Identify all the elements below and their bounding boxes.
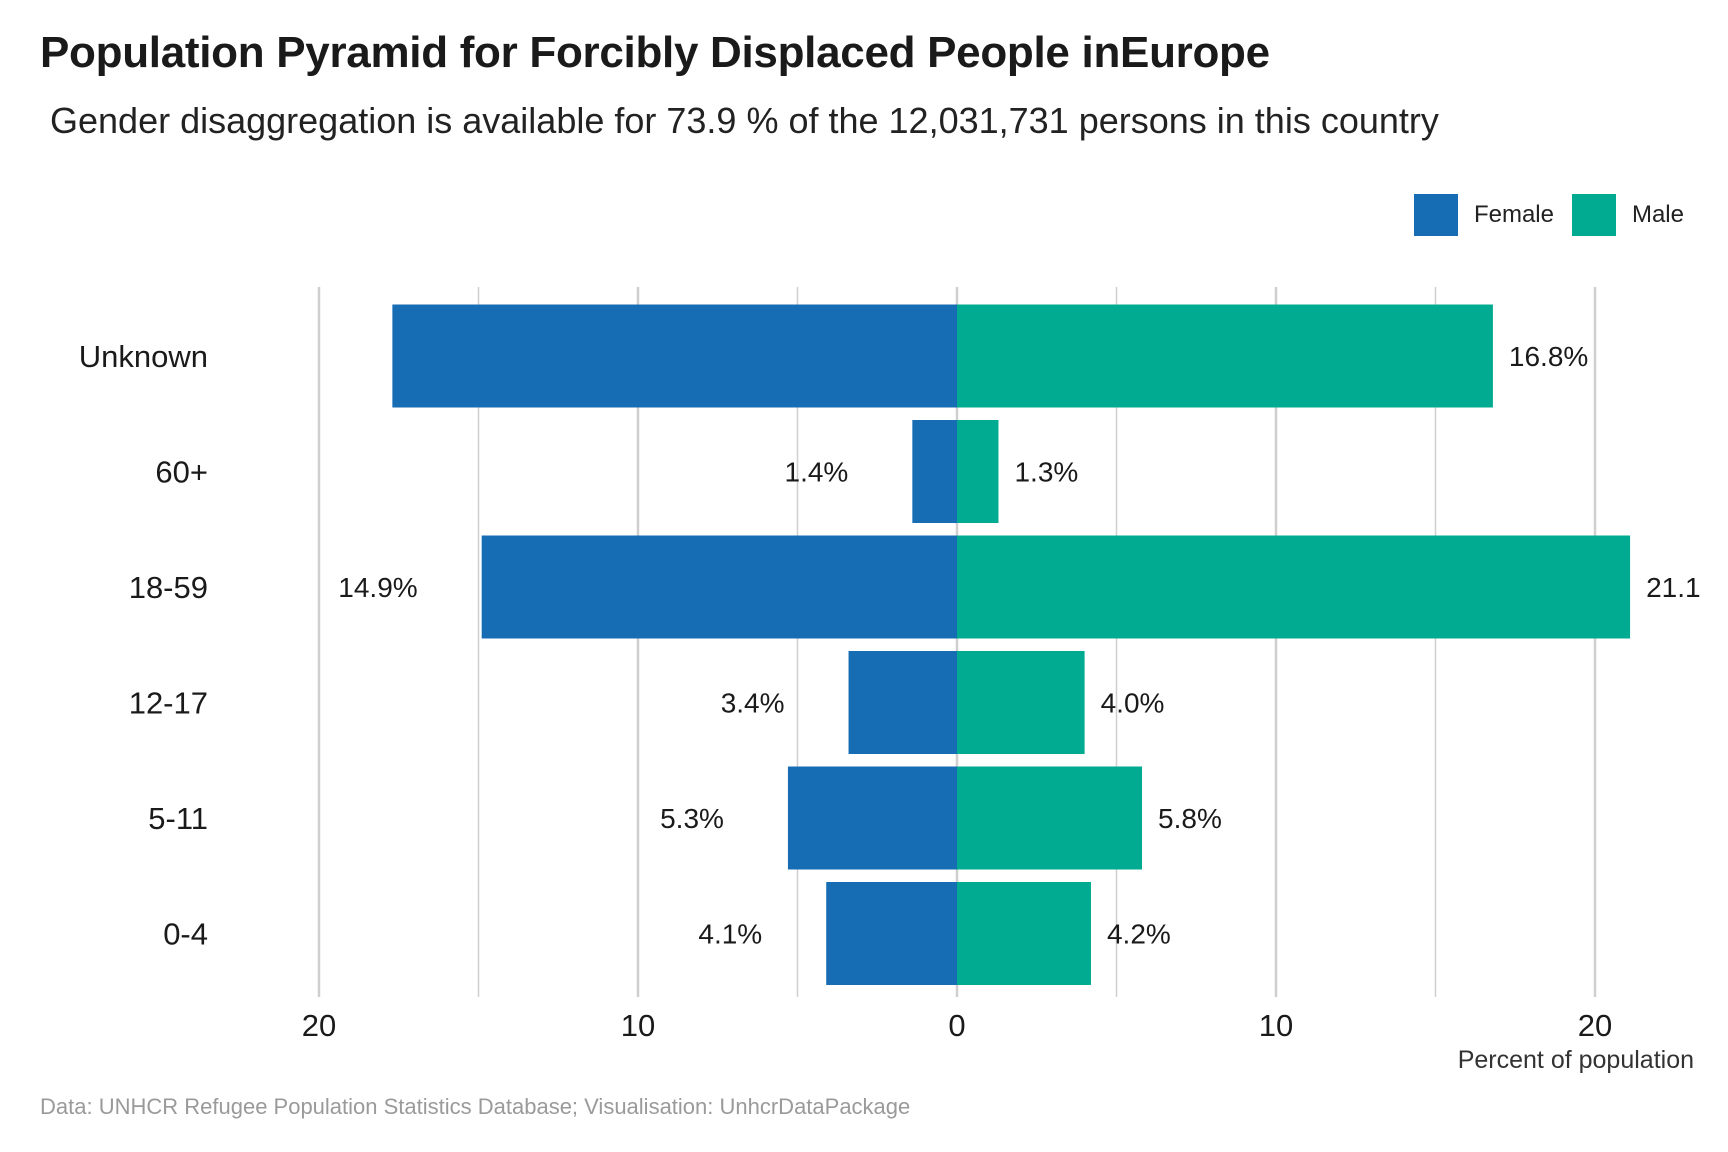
data-label-female: 5.3% — [660, 803, 724, 834]
data-label-female: 3.4% — [721, 688, 785, 719]
category-label: 18-59 — [129, 570, 208, 605]
legend: Female Male — [1396, 194, 1684, 236]
data-label-male: 16.8% — [1509, 341, 1588, 372]
data-label-male: 4.2% — [1107, 919, 1171, 950]
x-tick-label: 10 — [621, 1008, 655, 1043]
bar-female-0-4 — [826, 882, 957, 985]
bar-male-18-59 — [957, 535, 1631, 639]
legend-swatch-male — [1571, 194, 1616, 236]
category-label: Unknown — [79, 339, 208, 374]
bar-male-60plus — [957, 420, 999, 523]
bar-male-5-11 — [957, 766, 1143, 870]
legend-label-male: Male — [1631, 201, 1684, 228]
x-tick-label: 10 — [1259, 1008, 1293, 1043]
data-label-female: 1.4% — [785, 457, 849, 488]
x-axis-title: Percent of population — [1458, 1046, 1694, 1074]
data-label-male: 1.3% — [1014, 457, 1078, 488]
bar-male-12-17 — [957, 651, 1085, 754]
bar-female-60plus — [912, 420, 957, 523]
category-label: 5-11 — [148, 801, 208, 836]
x-tick-label: 0 — [948, 1008, 965, 1043]
bar-female-5-11 — [787, 766, 957, 870]
legend-swatch-female — [1413, 194, 1458, 236]
data-label-female: 14.9% — [338, 572, 417, 603]
legend-item-female: Female — [1413, 194, 1554, 236]
bar-female-18-59 — [481, 535, 957, 639]
data-label-female: 4.1% — [698, 919, 762, 950]
category-label: 60+ — [155, 455, 208, 490]
chart-subtitle: Gender disaggregation is available for 7… — [50, 100, 1439, 141]
bar-female-12-17 — [848, 651, 957, 754]
x-tick-label: 20 — [1578, 1008, 1612, 1043]
bar-male-unknown — [957, 304, 1493, 408]
data-label-male: 5.8% — [1158, 803, 1222, 834]
bar-female-unknown — [392, 304, 957, 408]
legend-item-male: Male — [1571, 194, 1684, 236]
x-tick-label: 20 — [302, 1008, 336, 1043]
data-source-caption: Data: UNHCR Refugee Population Statistic… — [40, 1094, 911, 1119]
data-label-male: 4.0% — [1101, 688, 1165, 719]
legend-label-female: Female — [1473, 201, 1554, 228]
category-label: 0-4 — [163, 917, 208, 952]
chart-title: Population Pyramid for Forcibly Displace… — [40, 28, 1270, 77]
data-label-male: 21.1 — [1646, 572, 1701, 603]
bar-male-0-4 — [957, 882, 1091, 985]
category-label: 12-17 — [129, 686, 208, 721]
